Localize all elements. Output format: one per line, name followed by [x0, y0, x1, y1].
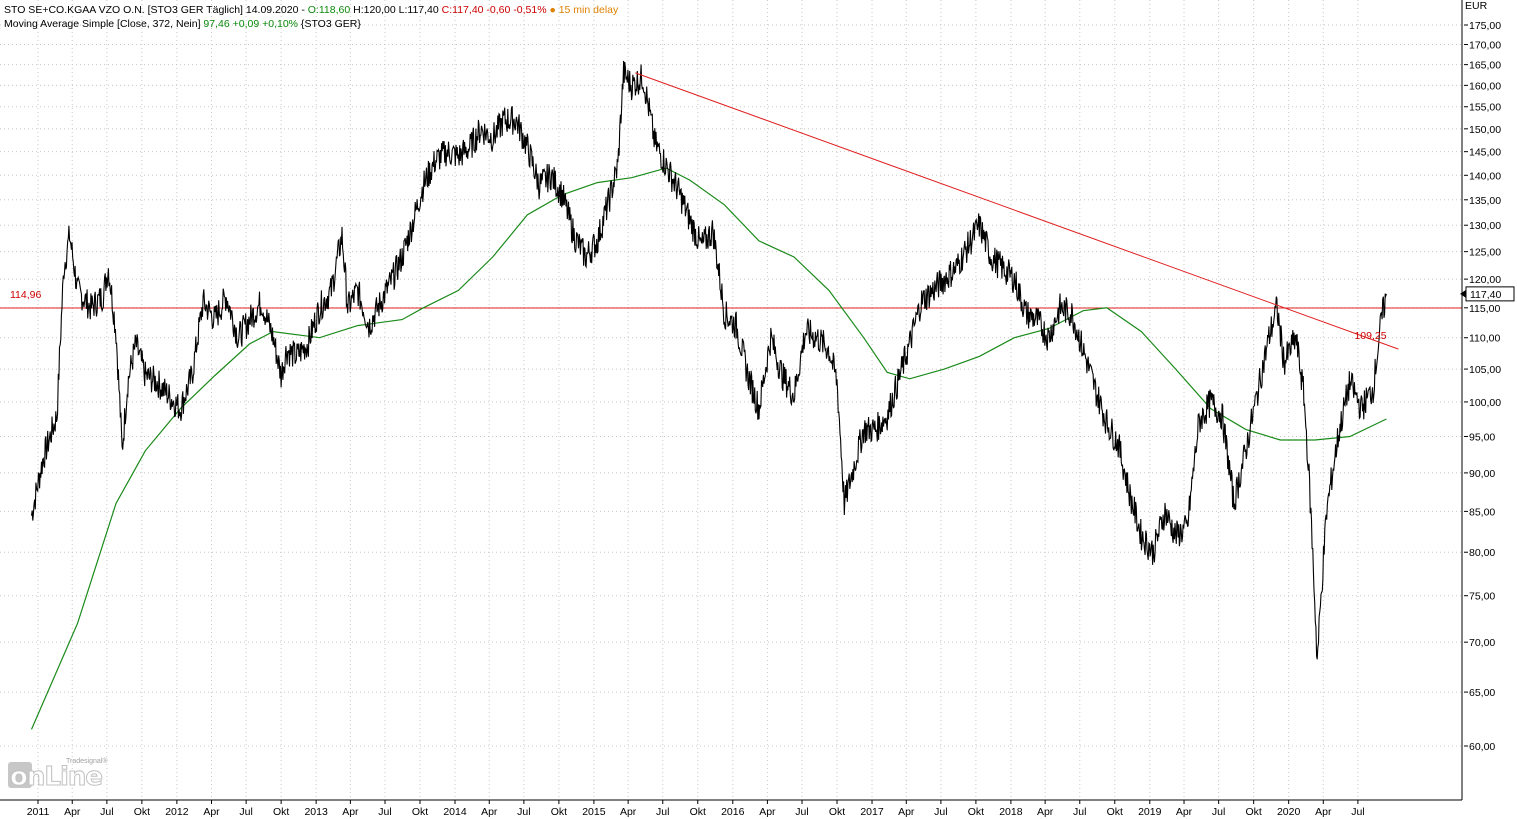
- x-tick-label: 2013: [304, 806, 328, 818]
- x-tick-label: 2018: [999, 806, 1023, 818]
- x-tick-label: Apr: [203, 806, 220, 818]
- y-tick-label: 150,00: [1469, 124, 1501, 136]
- x-tick-label: Jul: [378, 806, 391, 818]
- x-tick-label: 2019: [1138, 806, 1162, 818]
- y-tick-label: 135,00: [1469, 195, 1501, 207]
- x-tick-label: Jul: [795, 806, 808, 818]
- x-tick-label: Apr: [1176, 806, 1193, 818]
- x-tick-label: Jul: [656, 806, 669, 818]
- price-line: [30, 60, 1387, 660]
- y-tick-label: 170,00: [1469, 40, 1501, 52]
- x-tick-label: Okt: [1245, 806, 1261, 818]
- y-tick-label: 130,00: [1469, 220, 1501, 232]
- y-tick-label: 125,00: [1469, 247, 1501, 259]
- y-tick-label: 90,00: [1469, 468, 1495, 480]
- x-tick-label: Jul: [517, 806, 530, 818]
- y-tick-label: 140,00: [1469, 170, 1501, 182]
- x-tick-label: Jul: [1212, 806, 1225, 818]
- close-change: C:117,40 -0,60 -0,51%: [441, 4, 547, 16]
- y-tick-label: 175,00: [1469, 20, 1501, 32]
- x-tick-label: 2020: [1277, 806, 1301, 818]
- last-price-label: 117,40: [1470, 289, 1501, 301]
- y-tick-label: 160,00: [1469, 80, 1501, 92]
- x-tick-label: Okt: [1107, 806, 1123, 818]
- instrument-title: STO SE+CO.KGAA VZO O.N. [STO3 GER Täglic…: [4, 4, 308, 16]
- x-tick-label: 2017: [860, 806, 884, 818]
- x-tick-label: Jul: [239, 806, 252, 818]
- x-tick-label: Apr: [620, 806, 637, 818]
- instrument-header: STO SE+CO.KGAA VZO O.N. [STO3 GER Täglic…: [4, 4, 618, 17]
- logo-box: [8, 762, 32, 788]
- y-tick-label: 120,00: [1469, 274, 1501, 286]
- indicator-title: Moving Average Simple [Close, 372, Nein]: [4, 18, 204, 30]
- horizontal-line-label: 114,96: [10, 289, 41, 301]
- y-tick-label: 80,00: [1469, 547, 1495, 559]
- x-tick-label: Okt: [968, 806, 984, 818]
- y-tick-label: 70,00: [1469, 637, 1495, 649]
- x-tick-label: Apr: [1037, 806, 1054, 818]
- trendline-label: 109,25: [1354, 330, 1386, 342]
- open-price: O:118,60: [307, 4, 351, 16]
- x-tick-label: Okt: [273, 806, 289, 818]
- x-tick-label: Apr: [342, 806, 359, 818]
- x-tick-label: Jul: [100, 806, 113, 818]
- logo-small-text: Tradesignal®: [66, 758, 108, 765]
- y-tick-label: 65,00: [1469, 687, 1495, 699]
- y-tick-label: 105,00: [1469, 364, 1501, 376]
- y-tick-label: 100,00: [1469, 397, 1501, 409]
- y-tick-label: 85,00: [1469, 506, 1495, 518]
- y-tick-label: 110,00: [1469, 333, 1500, 345]
- x-tick-label: Apr: [1315, 806, 1332, 818]
- series-layer: 114,96 109,25: [0, 60, 1462, 730]
- trendline[interactable]: [635, 72, 1399, 350]
- y-tick-label: 165,00: [1469, 60, 1501, 72]
- y-tick-label: 60,00: [1469, 741, 1495, 753]
- x-tick-label: Jul: [934, 806, 947, 818]
- x-tick-label: Jul: [1351, 806, 1364, 818]
- indicator-symbol: {STO3 GER}: [298, 18, 361, 30]
- x-tick-label: Apr: [898, 806, 915, 818]
- x-tick-label: Okt: [690, 806, 706, 818]
- delay-badge: ● 15 min delay: [546, 4, 619, 16]
- x-tick-label: Jul: [1073, 806, 1086, 818]
- x-tick-label: 2015: [582, 806, 606, 818]
- y-tick-label: 145,00: [1469, 147, 1501, 159]
- x-tick-label: Okt: [134, 806, 150, 818]
- logo-text: onLine: [10, 762, 104, 793]
- x-tick-label: Okt: [551, 806, 567, 818]
- x-tick-label: Apr: [64, 806, 81, 818]
- y-tick-label: 155,00: [1469, 102, 1501, 114]
- y-tick-label: 75,00: [1469, 591, 1495, 603]
- currency-label: EUR: [1465, 0, 1488, 12]
- indicator-value: 97,46 +0,09 +0,10%: [203, 18, 299, 30]
- y-tick-label: 115,00: [1469, 303, 1500, 315]
- x-tick-label: Apr: [759, 806, 776, 818]
- x-tick-label: 2012: [165, 806, 189, 818]
- x-tick-label: 2016: [721, 806, 745, 818]
- high-low: H:120,00 L:117,40: [350, 4, 442, 16]
- x-tick-label: Okt: [412, 806, 428, 818]
- last-price-pointer: [1460, 289, 1466, 298]
- x-tick-label: 2011: [27, 806, 50, 818]
- tradesignal-logo: onLine Tradesignal®: [8, 758, 108, 793]
- x-tick-label: Apr: [481, 806, 498, 818]
- indicator-header: Moving Average Simple [Close, 372, Nein]…: [4, 18, 361, 31]
- x-tick-label: Okt: [829, 806, 845, 818]
- y-tick-label: 95,00: [1469, 431, 1495, 443]
- moving-average-line: [30, 167, 1387, 730]
- x-tick-label: 2014: [443, 806, 467, 818]
